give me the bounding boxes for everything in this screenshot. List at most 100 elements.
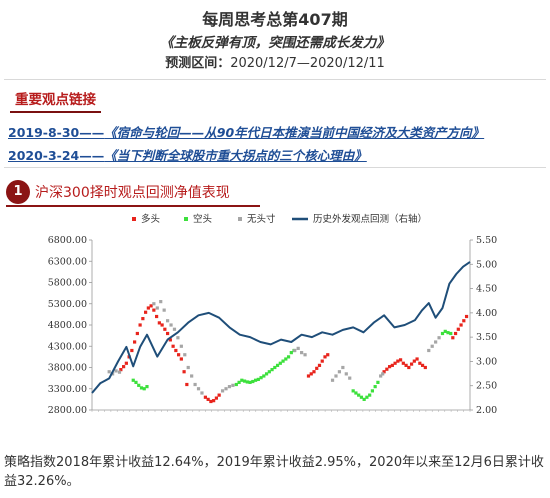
csi300-point-neutral xyxy=(179,344,183,348)
csi300-point-neutral xyxy=(186,365,190,370)
csi300-point-bear xyxy=(370,389,375,393)
chart-legend: 多头 空头 无头寸 历史外发观点回测（右轴） xyxy=(132,213,427,225)
csi300-point-bear xyxy=(240,378,244,382)
csi300-point-neutral xyxy=(166,319,170,323)
csi300-point-neutral xyxy=(296,346,300,350)
forecast-period-value: 2020/12/7—2020/12/11 xyxy=(230,56,385,71)
csi300-point-neutral xyxy=(334,374,338,378)
left-axis-tick-label: 4800.00 xyxy=(48,320,87,331)
chart-x-ticks xyxy=(91,410,471,412)
csi300-point-neutral xyxy=(190,374,194,378)
legend-label: 多头 xyxy=(141,213,160,225)
csi300-point-bull xyxy=(138,323,142,327)
csi300-point-bull xyxy=(174,348,178,353)
left-axis-tick-label: 4300.00 xyxy=(48,341,87,352)
legend-marker-neutral xyxy=(238,217,242,221)
csi300-point-bear xyxy=(376,380,380,384)
csi300-point-bull xyxy=(119,368,123,372)
csi300-point-bull xyxy=(323,355,327,359)
report-title: 每周思考总第407期 xyxy=(202,10,348,29)
csi300-point-bear xyxy=(354,391,358,395)
csi300-point-bull xyxy=(404,363,408,367)
csi300-point-bear xyxy=(373,385,377,389)
csi300-point-bull xyxy=(326,353,330,357)
csi300-point-bear xyxy=(248,380,252,384)
csi300-point-bull xyxy=(124,361,128,365)
csi300-point-bear xyxy=(237,380,241,384)
link-item-1-title: 《宿命与轮回——从90年代日本推演当前中国经济及大类资产方向》 xyxy=(104,125,485,140)
csi300-point-bull xyxy=(152,308,156,312)
right-axis-tick-label: 2.50 xyxy=(476,381,497,392)
nav-backtest-chart: 多头 空头 无头寸 历史外发观点回测（右轴） 6800.00 6300.00 5800.0… xyxy=(48,213,497,416)
csi300-point-bull xyxy=(385,367,389,371)
csi300-point-neutral xyxy=(348,376,352,380)
csi300-point-bull xyxy=(390,363,394,367)
csi300-point-neutral xyxy=(172,327,177,331)
performance-summary: 策略指数2018年累计收益12.64%，2019年累计收益2.95%，2020年… xyxy=(4,455,544,489)
csi300-point-neutral xyxy=(193,382,197,387)
left-axis-tick-label: 3800.00 xyxy=(48,363,87,374)
forecast-period-label: 预测区间： xyxy=(165,56,231,71)
csi300-point-bear xyxy=(251,379,255,384)
csi300-point-neutral xyxy=(200,391,204,395)
csi300-point-bear xyxy=(443,329,447,333)
csi300-point-bear xyxy=(139,386,144,390)
csi300-point-bull xyxy=(418,361,422,365)
csi300-point-neutral xyxy=(303,353,307,357)
csi300-point-bull xyxy=(401,361,405,365)
chart-section-label: 沪深300择时观点回测净值表现 xyxy=(35,185,230,201)
csi300-point-neutral xyxy=(231,383,235,387)
csi300-point-bull xyxy=(393,361,397,365)
csi300-point-bear xyxy=(273,365,277,370)
csi300-point-bull xyxy=(464,314,469,319)
csi300-point-bull xyxy=(415,357,419,361)
chart-axes: 6800.00 6300.00 5800.00 5300.00 4800.00 4300.… xyxy=(48,235,497,416)
csi300-point-bear xyxy=(449,331,453,336)
csi300-point-bear xyxy=(234,382,238,387)
csi300-point-bear xyxy=(440,331,445,336)
csi300-point-bear xyxy=(242,379,247,383)
csi300-point-bull xyxy=(203,395,207,399)
csi300-point-bull xyxy=(420,363,425,367)
csi300-point-bull xyxy=(309,372,313,376)
link-item-2[interactable]: 2020-3-24——《当下判断全球股市重大拐点的三个核心理由》 xyxy=(8,145,367,164)
csi300-point-bear xyxy=(142,387,146,391)
link-item-2-title: 《当下判断全球股市重大拐点的三个核心理由》 xyxy=(104,148,367,163)
csi300-point-bull xyxy=(462,319,466,323)
csi300-point-neutral xyxy=(114,369,118,373)
legend-marker-bull xyxy=(132,217,136,221)
csi300-point-neutral xyxy=(300,351,304,355)
csi300-point-bull xyxy=(407,365,411,370)
csi300-point-bear xyxy=(286,355,291,359)
csi300-point-neutral xyxy=(107,370,111,374)
csi300-point-bear xyxy=(284,357,288,361)
csi300-point-bull xyxy=(133,340,137,344)
right-axis-tick-label: 4.00 xyxy=(476,308,497,319)
csi300-point-bull xyxy=(382,370,386,374)
csi300-point-bear xyxy=(264,372,269,376)
csi300-point-bull xyxy=(122,365,126,369)
csi300-point-neutral xyxy=(434,340,438,344)
csi300-point-bull xyxy=(409,362,414,366)
right-axis-tick-label: 5.50 xyxy=(476,235,497,246)
csi300-point-bear xyxy=(281,359,285,363)
csi300-point-bear xyxy=(351,389,355,393)
csi300-point-bull xyxy=(171,344,175,348)
link-item-1[interactable]: 2019-8-30——《宿命与轮回——从90年代日本推演当前中国经济及大类资产方… xyxy=(8,122,484,141)
left-axis-tick-label: 6800.00 xyxy=(48,235,87,246)
csi300-point-bull xyxy=(317,363,322,367)
left-axis-tick-label: 3300.00 xyxy=(48,384,87,395)
csi300-point-neutral xyxy=(227,385,232,389)
left-axis-tick-label: 6300.00 xyxy=(48,256,87,267)
csi300-point-bull xyxy=(456,327,460,331)
csi300-point-bull xyxy=(185,382,189,387)
csi300-point-neutral xyxy=(381,372,385,376)
csi300-point-bull xyxy=(451,336,455,340)
left-axis-tick-label: 5800.00 xyxy=(48,278,87,289)
csi300-point-bear xyxy=(145,385,149,389)
csi300-point-bull xyxy=(206,397,210,401)
csi300-point-bull xyxy=(166,331,170,336)
csi300-point-bull xyxy=(163,327,167,331)
chart-section-underline xyxy=(6,205,260,207)
csi300-point-bull xyxy=(312,370,316,374)
